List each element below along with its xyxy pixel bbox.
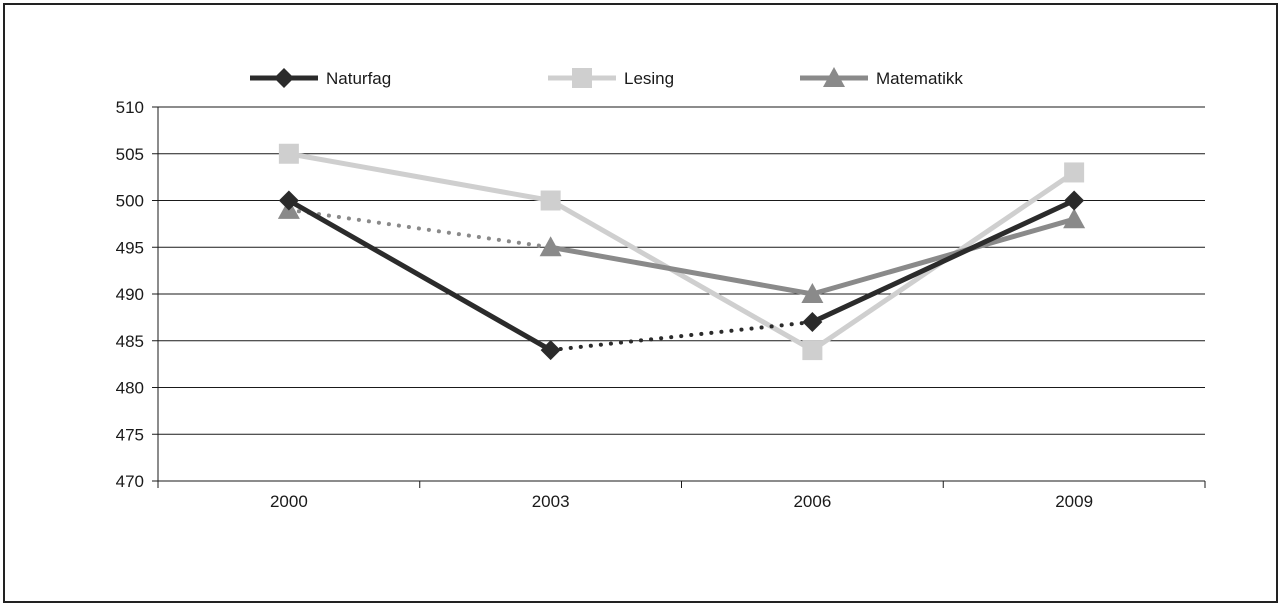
legend-label-lesing: Lesing xyxy=(624,69,674,88)
legend-marker-lesing xyxy=(572,68,592,88)
series-line-naturfag-segment-1 xyxy=(548,320,815,353)
y-tick-label: 505 xyxy=(116,145,144,164)
y-tick-label: 475 xyxy=(116,425,144,444)
point-lesing-2003 xyxy=(540,190,561,211)
series-line-naturfag-segment-0 xyxy=(286,198,554,353)
y-tick-label: 485 xyxy=(116,332,144,351)
point-lesing-2006 xyxy=(802,340,823,361)
x-tick-label-2009: 2009 xyxy=(1055,492,1093,511)
legend-label-naturfag: Naturfag xyxy=(326,69,391,88)
y-tick-label: 495 xyxy=(116,238,144,257)
point-lesing-2009 xyxy=(1064,162,1085,183)
series-line-matematikk-segment-2 xyxy=(809,216,1077,297)
legend-label-matematikk: Matematikk xyxy=(876,69,963,88)
point-matematikk-2006 xyxy=(801,283,824,303)
y-tick-label: 490 xyxy=(116,285,144,304)
point-lesing-2000 xyxy=(278,143,299,164)
point-naturfag-2000 xyxy=(278,190,299,211)
series-line-lesing-segment-1 xyxy=(548,198,815,353)
series-line-naturfag-segment-2 xyxy=(809,198,1077,325)
point-naturfag-2003 xyxy=(540,340,561,361)
chart-frame xyxy=(3,3,1278,603)
legend-marker-matematikk xyxy=(823,67,845,87)
y-tick-label: 500 xyxy=(116,192,144,211)
series-line-lesing-segment-0 xyxy=(286,151,554,203)
y-tick-label: 510 xyxy=(116,98,144,117)
point-matematikk-2009 xyxy=(1063,208,1086,229)
series-line-matematikk-segment-0 xyxy=(286,207,553,250)
point-naturfag-2006 xyxy=(802,312,823,333)
x-tick-label-2006: 2006 xyxy=(793,492,831,511)
point-naturfag-2009 xyxy=(1064,190,1085,211)
x-tick-label-2000: 2000 xyxy=(270,492,308,511)
line-chart: 470 475 480 485 490 495 500 505 510 2000 2003 2006 2… xyxy=(116,67,1206,511)
point-matematikk-2003 xyxy=(539,236,562,257)
legend-marker-naturfag xyxy=(274,68,294,88)
y-tick-label: 480 xyxy=(116,379,144,398)
series-line-matematikk-segment-1 xyxy=(548,244,815,297)
x-tick-label-2003: 2003 xyxy=(532,492,570,511)
y-tick-label: 470 xyxy=(116,472,144,491)
